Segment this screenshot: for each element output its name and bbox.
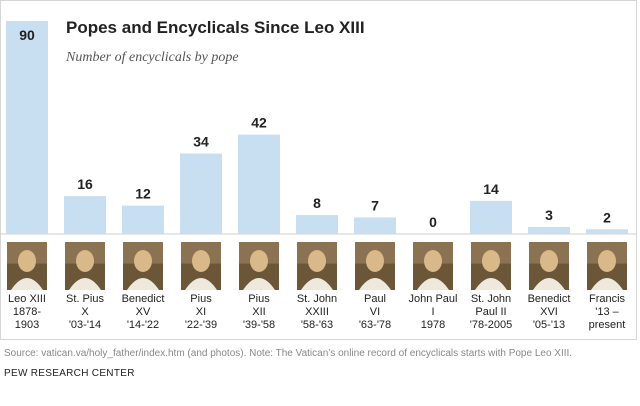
tick-label: present	[589, 319, 626, 331]
tick-label: 1978	[421, 319, 445, 331]
data-label: 12	[135, 186, 151, 202]
pope-portrait-icon	[297, 242, 337, 290]
pope-portrait-icon	[471, 242, 511, 290]
pope-portrait-icon	[587, 242, 627, 290]
tick-label: Francis	[589, 293, 626, 305]
tick-label: '58-'63	[301, 319, 333, 331]
data-label: 34	[193, 134, 209, 150]
tick-label: 1878-	[13, 306, 41, 318]
bar	[180, 153, 222, 234]
tick-label: '78-2005	[470, 319, 512, 331]
tick-label: XI	[196, 306, 206, 318]
pope-portrait-icon	[239, 242, 279, 290]
tick-label: I	[431, 306, 434, 318]
tick-label: XXIII	[305, 306, 329, 318]
data-label: 14	[483, 181, 499, 197]
tick-label: St. John	[297, 293, 337, 305]
tick-label: X	[81, 306, 89, 318]
bar	[586, 229, 628, 234]
tick-label: John Paul	[409, 293, 458, 305]
tick-label: '63-'78	[359, 319, 391, 331]
bar	[238, 134, 280, 234]
bar	[6, 21, 48, 234]
chart-frame	[0, 0, 637, 340]
bar	[122, 205, 164, 234]
bar	[470, 200, 512, 234]
tick-label: '39-'58	[243, 319, 275, 331]
tick-label: XV	[136, 306, 151, 318]
tick-label: Paul II	[475, 306, 506, 318]
pope-portrait-icon	[529, 242, 569, 290]
data-label: 90	[19, 27, 35, 43]
tick-label: XII	[252, 306, 265, 318]
pope-portrait-icon	[355, 242, 395, 290]
data-label: 8	[313, 195, 321, 211]
tick-label: '13 –	[595, 306, 619, 318]
data-label: 42	[251, 115, 267, 131]
tick-label: XVI	[540, 306, 558, 318]
data-label: 2	[603, 209, 611, 225]
tick-label: '14-'22	[127, 319, 159, 331]
tick-label: 1903	[15, 319, 39, 331]
data-label: 0	[429, 214, 437, 230]
bar	[296, 215, 338, 234]
source-note: Source: vatican.va/holy_father/index.htm…	[4, 348, 572, 359]
pope-portrait-icon	[181, 242, 221, 290]
tick-label: Paul	[364, 293, 386, 305]
tick-label: Benedict	[122, 293, 165, 305]
data-label: 7	[371, 197, 379, 213]
pope-portrait-icon	[413, 242, 453, 290]
chart-title: Popes and Encyclicals Since Leo XIII	[66, 18, 365, 37]
tick-label: St. Pius	[66, 293, 104, 305]
tick-label: Pius	[248, 293, 270, 305]
chart-subtitle: Number of encyclicals by pope	[65, 50, 239, 65]
pope-portrait-icon	[7, 242, 47, 290]
tick-label: Leo XIII	[8, 293, 46, 305]
bar	[528, 226, 570, 234]
tick-label: '22-'39	[185, 319, 217, 331]
tick-label: Benedict	[528, 293, 571, 305]
tick-label: Pius	[190, 293, 212, 305]
credit-line: PEW RESEARCH CENTER	[4, 368, 135, 379]
bar	[64, 196, 106, 234]
pope-portrait-icon	[123, 242, 163, 290]
bar	[354, 217, 396, 234]
pope-portrait-icon	[65, 242, 105, 290]
data-label: 3	[545, 207, 553, 223]
tick-label: '05-'13	[533, 319, 565, 331]
tick-label: '03-'14	[69, 319, 101, 331]
data-label: 16	[77, 176, 93, 192]
tick-label: St. John	[471, 293, 511, 305]
tick-label: VI	[370, 306, 380, 318]
